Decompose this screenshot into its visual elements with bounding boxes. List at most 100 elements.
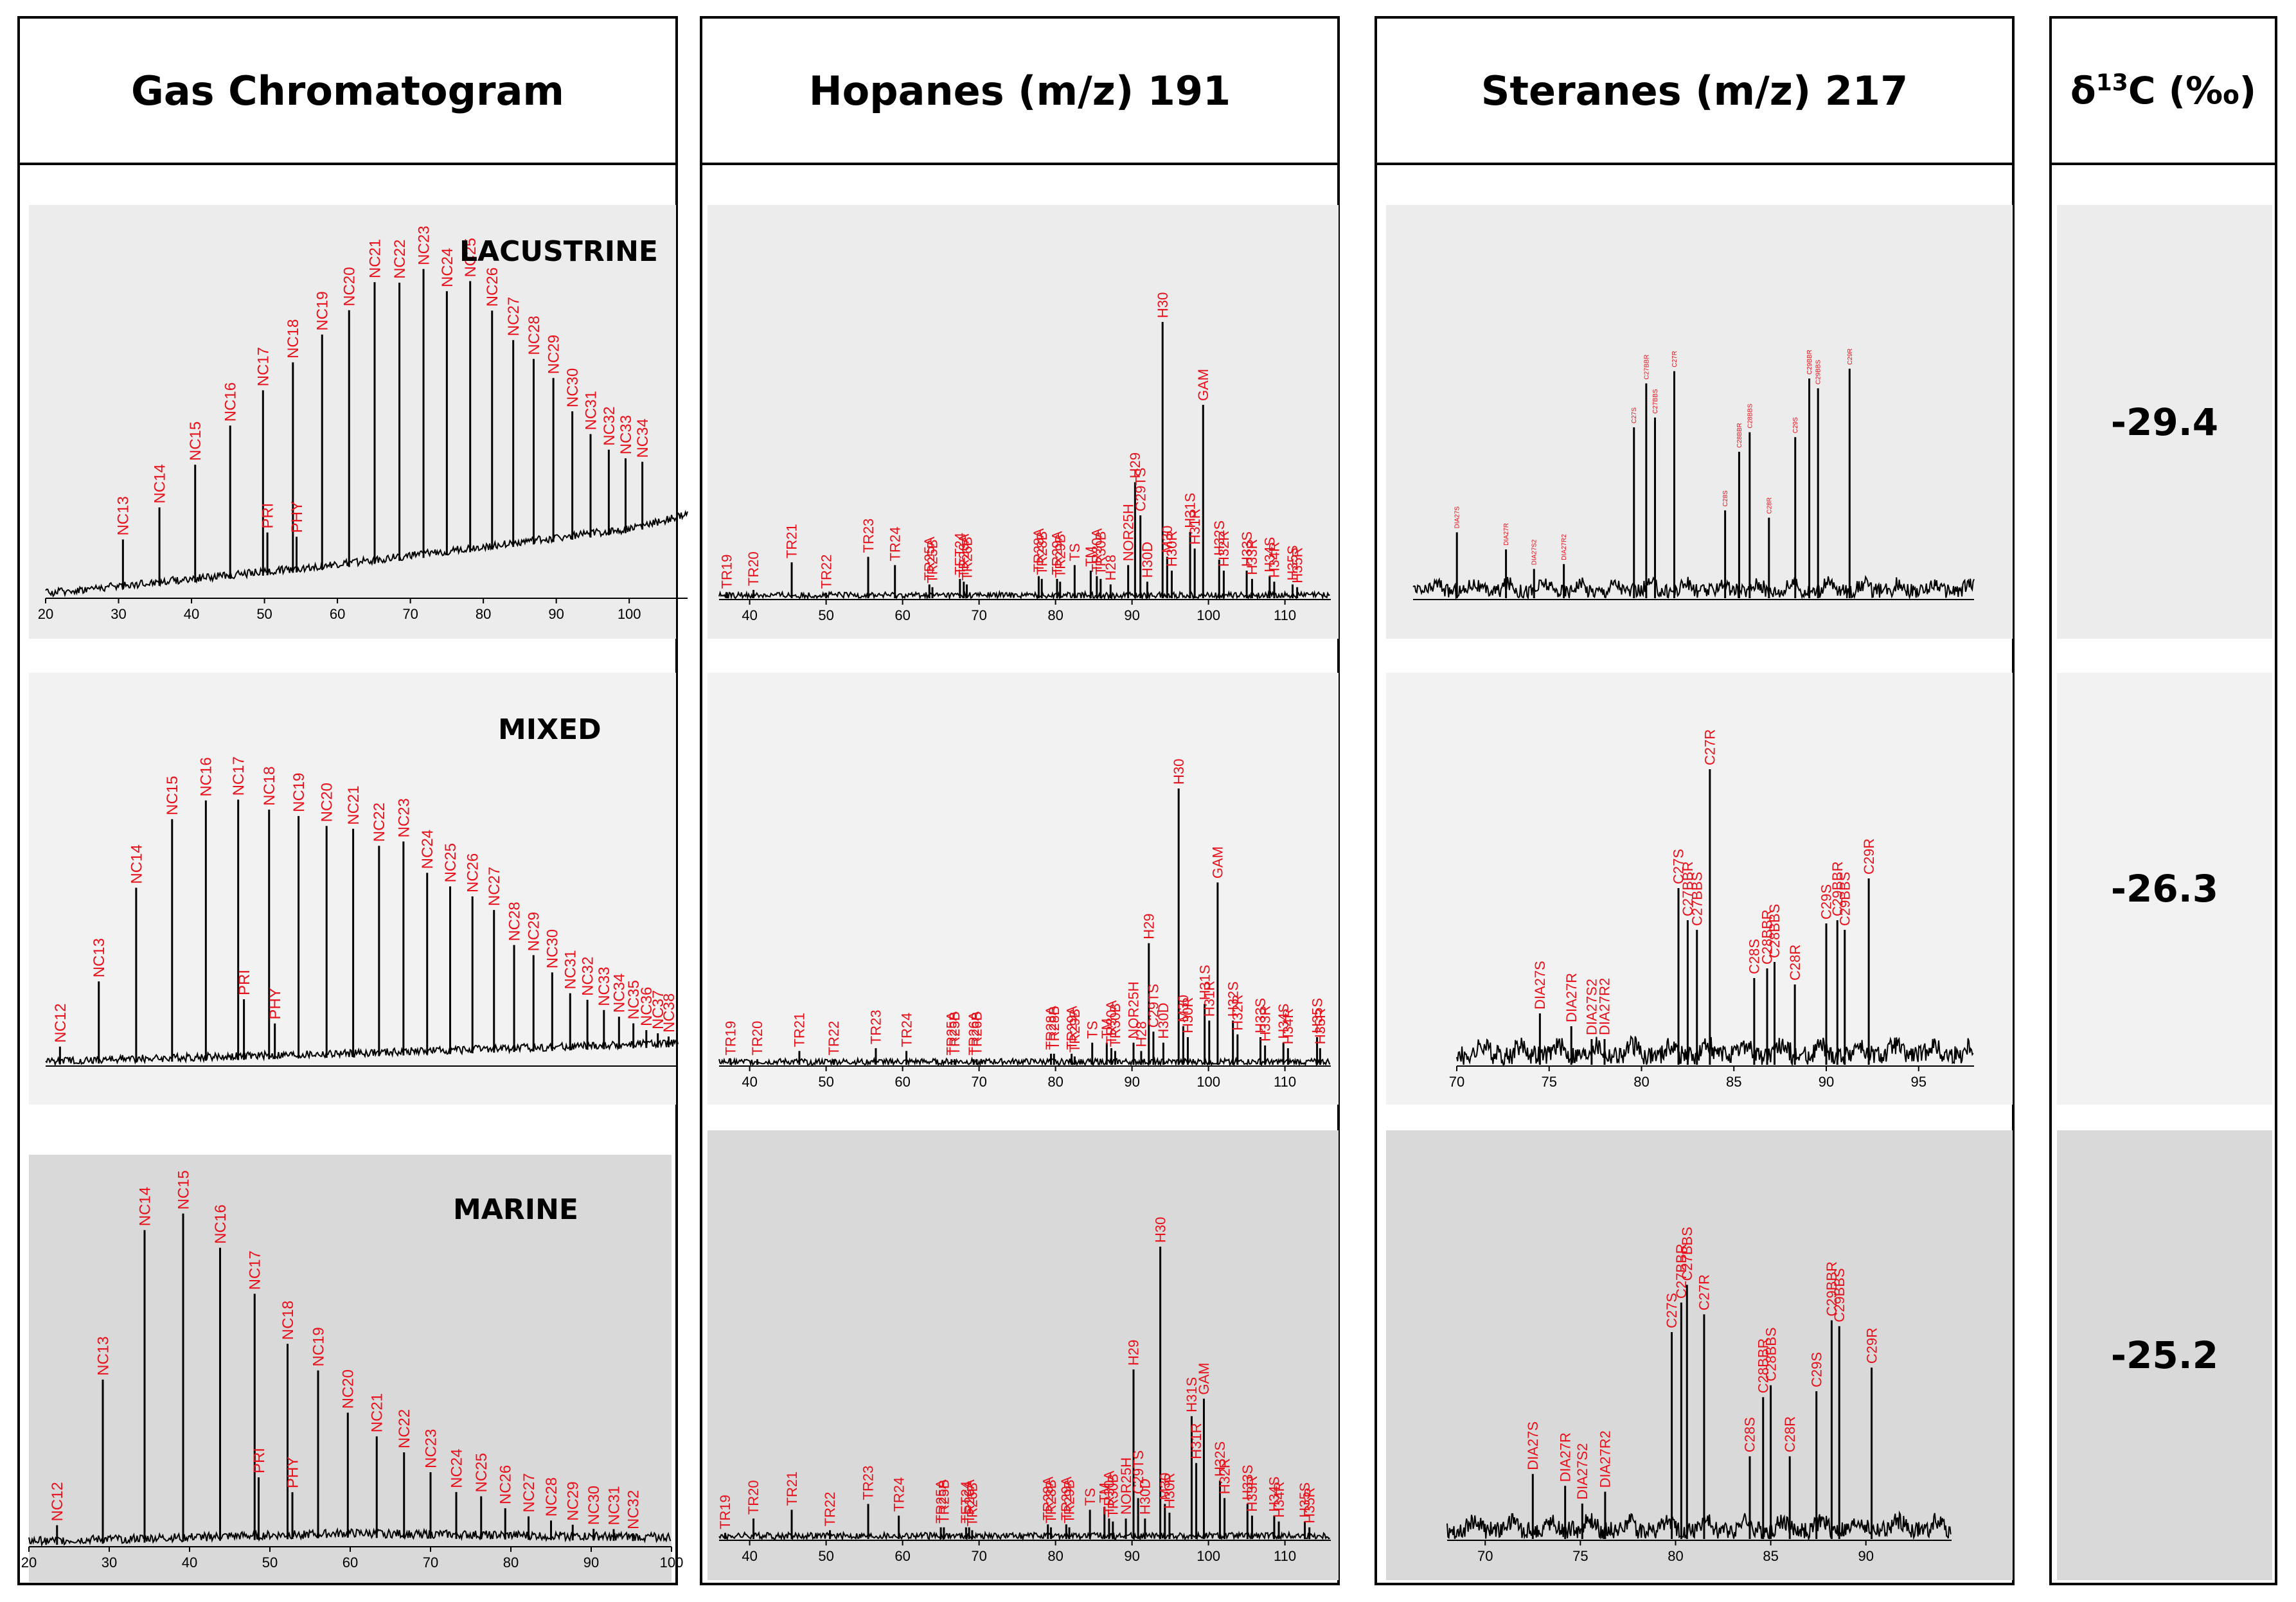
- peak-label-h30: H30: [1171, 759, 1187, 785]
- peak-label-ts: TS: [1082, 1488, 1098, 1506]
- peak-label-h34s: H34S: [1267, 1477, 1283, 1512]
- peak-label-nc17: NC17: [247, 1250, 264, 1290]
- peak-label-c29r: C29R: [1861, 839, 1877, 875]
- peak-label-tr25b: TR25B: [947, 1011, 963, 1055]
- d13c-column: δ13C (‰) -29.4 -26.3 -25.2: [2049, 16, 2277, 1585]
- peak-label-nc13: NC13: [115, 496, 132, 535]
- peak-label-c29ts: C29TS: [1132, 468, 1148, 512]
- x-tick-label: 30: [111, 606, 126, 622]
- gc-lacustrine-panel: 20 30 40 50 60 70 80 90 100 NC13 NC14 NC15 NC16 NC17 P…: [29, 205, 688, 639]
- peak-label-tr25b: TR25B: [936, 1479, 952, 1523]
- baseline-trace: [45, 1038, 679, 1067]
- x-tick-label: 90: [1124, 1548, 1139, 1564]
- peak-label-nc34: NC34: [611, 974, 628, 1013]
- peak-label-tr29b: TR29B: [1067, 1009, 1083, 1053]
- peak-label-nc32: NC32: [580, 957, 597, 996]
- peak-label-c29bbr: C29BBR: [1824, 1261, 1840, 1317]
- peak-label-gam: GAM: [1196, 1362, 1212, 1394]
- peak-label-nc17: NC17: [255, 347, 272, 386]
- peak-label-nc31: NC31: [562, 950, 580, 989]
- peak-label-tet24: TET24: [958, 1481, 974, 1524]
- peak-label-gam: GAM: [1210, 846, 1226, 878]
- peak-label-c29r: C29R: [1847, 348, 1854, 365]
- x-tick-label: 50: [818, 607, 833, 623]
- peak-label-nc30: NC30: [585, 1486, 603, 1525]
- x-tick-label: 110: [1274, 1548, 1296, 1564]
- peak-label-m30: M30: [1157, 1473, 1173, 1500]
- peak-label-tr21: TR21: [784, 524, 800, 558]
- x-tick-label: 95: [1911, 1074, 1927, 1090]
- peak-label-h32r: H32R: [1216, 1458, 1233, 1494]
- peak-label-nc32: NC32: [601, 406, 618, 445]
- peak-label-c28bbs: C28BBS: [1763, 1327, 1779, 1381]
- peak-label-nc21: NC21: [369, 1393, 386, 1432]
- peak-label-dia27s2: DIA27S2: [1574, 1443, 1590, 1500]
- peak-label-tr29b: TR29B: [1052, 534, 1068, 578]
- peak-label-h35s: H35S: [1297, 1482, 1313, 1518]
- baseline-trace: [1446, 1510, 1952, 1542]
- peak-label-nc14: NC14: [151, 464, 168, 503]
- peak-label-c28s: C28S: [1742, 1417, 1758, 1452]
- peak-label-tr26b: TR26B: [965, 1482, 981, 1526]
- peak-label-dia27r: DIA27R: [1503, 523, 1510, 546]
- peak-label-tr29a: TR29A: [1063, 1006, 1080, 1050]
- peak-label-nc13: NC13: [94, 1336, 112, 1375]
- steranes-marine-panel: 70 75 80 85 90 DIA27S DIA27R DIA27S2 DIA27R2 C27S…: [1386, 1130, 2013, 1580]
- peak-label-h34r: H34R: [1271, 1481, 1287, 1517]
- peak-label-h30d: H30D: [1137, 1479, 1153, 1515]
- peak-label-h30d: H30D: [1155, 1002, 1171, 1038]
- x-tick-label: 90: [548, 606, 564, 622]
- x-tick-label: 50: [818, 1548, 833, 1564]
- x-tick-label: 80: [1668, 1548, 1683, 1564]
- peak-label-h35r: H35R: [1301, 1488, 1317, 1524]
- peak-label-nc19: NC19: [314, 291, 332, 330]
- peak-label-dia27s: DIA27S: [1454, 506, 1461, 529]
- peak-label-h35s: H35S: [1285, 545, 1301, 580]
- peak-label-c28bbs: C28BBS: [1747, 404, 1754, 429]
- peak-label-nc22: NC22: [371, 803, 388, 842]
- peak-label-nc33: NC33: [618, 415, 635, 454]
- peak-label-dia27r2: DIA27R2: [1597, 978, 1613, 1035]
- x-tick-label: 100: [618, 606, 641, 622]
- peak-label-nc36: NC36: [638, 987, 655, 1026]
- peak-label-c29bbr: C29BBR: [1806, 350, 1813, 375]
- peak-label-tr28b: TR28B: [1034, 531, 1050, 574]
- x-tick-label: 70: [402, 606, 418, 622]
- peak-label-tr22: TR22: [822, 1492, 838, 1527]
- peak-label-nc15: NC15: [187, 422, 204, 461]
- peak-label-h33r: H33R: [1257, 1006, 1273, 1042]
- peak-label-tr26a: TR26A: [956, 533, 972, 578]
- peak-label-c27r: C27R: [1671, 351, 1678, 368]
- d13c-value-lacustrine: -29.4: [2057, 205, 2272, 639]
- x-tick-label: 40: [742, 1548, 757, 1564]
- peak-label-c28r: C28R: [1782, 1416, 1798, 1452]
- x-tick-label: 60: [894, 1074, 910, 1090]
- x-tick-label: 80: [476, 606, 491, 622]
- peak-label-h31r: H31R: [1188, 1423, 1204, 1459]
- x-tick-label: 60: [343, 1554, 358, 1571]
- peak-label-phy: PHY: [267, 988, 284, 1019]
- steranes-lacustrine-chart: DIA27S DIA27R DIA27S2 DIA27R2 C27S C27BBR C27B…: [1412, 348, 1975, 600]
- peak-label-h29: H29: [1127, 452, 1143, 478]
- peak-label-tr26a: TR26A: [966, 1011, 982, 1056]
- x-tick-label: 50: [818, 1074, 833, 1090]
- d13c-value-marine: -25.2: [2057, 1130, 2272, 1580]
- peak-label-nc18: NC18: [285, 319, 302, 359]
- x-tick-label: 110: [1274, 607, 1296, 623]
- peak-label-nc33: NC33: [596, 966, 613, 1006]
- x-tick-label: 90: [1124, 607, 1139, 623]
- x-tick-label: 70: [1477, 1548, 1493, 1564]
- hopanes-column: Hopanes (m/z) 191 40 50 60 70 80 90 100 110 TR19…: [700, 16, 1340, 1585]
- x-tick-label: 50: [262, 1554, 278, 1571]
- peak-label-h30r: H30R: [1180, 997, 1196, 1033]
- peak-label-nc19: NC19: [290, 772, 308, 812]
- x-tick-label: 80: [1047, 607, 1063, 623]
- peak-label-tr21: TR21: [784, 1472, 800, 1506]
- environment-label-mixed: MIXED: [498, 713, 601, 746]
- peak-label-nc16: NC16: [222, 382, 240, 422]
- peak-label-nc24: NC24: [439, 248, 456, 287]
- peak-label-nc31: NC31: [605, 1486, 623, 1525]
- peak-label-dia27r2: DIA27R2: [1597, 1430, 1614, 1488]
- peak-label-c29s: C29S: [1819, 884, 1835, 920]
- x-tick-label: 70: [1449, 1074, 1464, 1090]
